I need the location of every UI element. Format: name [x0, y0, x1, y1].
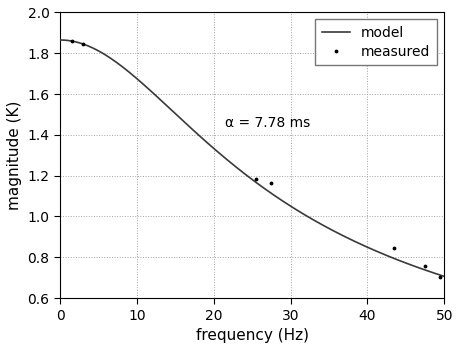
- X-axis label: frequency (Hz): frequency (Hz): [195, 328, 308, 343]
- measured: [421, 264, 427, 268]
- Text: α = 7.78 ms: α = 7.78 ms: [225, 116, 310, 130]
- measured: [268, 181, 274, 185]
- model: [234, 166, 239, 170]
- measured: [391, 246, 396, 250]
- model: [430, 271, 435, 275]
- measured: [253, 177, 258, 181]
- model: [244, 174, 249, 178]
- model: [359, 243, 364, 247]
- measured: [437, 274, 442, 279]
- measured: [69, 38, 74, 43]
- model: [429, 271, 435, 275]
- model: [441, 274, 446, 279]
- Line: measured: measured: [69, 38, 442, 279]
- Y-axis label: magnitude (K): magnitude (K): [7, 100, 22, 210]
- model: [57, 38, 63, 42]
- Legend: model, measured: model, measured: [314, 19, 437, 65]
- measured: [80, 42, 86, 46]
- model: [77, 41, 82, 45]
- Line: model: model: [60, 40, 443, 276]
